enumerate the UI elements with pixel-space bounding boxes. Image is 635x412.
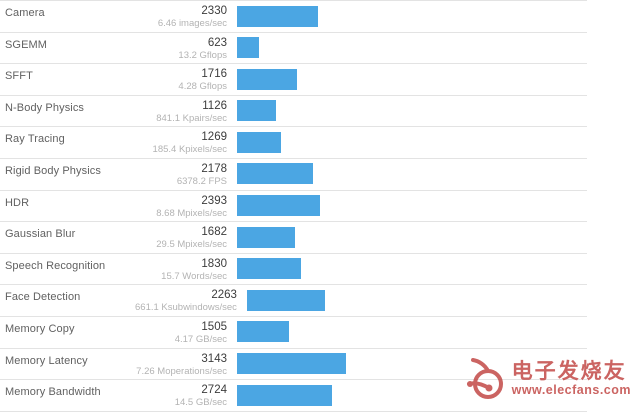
benchmark-score: 2178 [201, 162, 227, 175]
benchmark-rate: 4.28 Gflops [178, 81, 227, 93]
benchmark-value-block: 2263 661.1 Ksubwindows/sec [135, 285, 237, 316]
benchmark-row: Memory Bandwidth 2724 14.5 GB/sec [0, 380, 587, 412]
benchmark-row: Speech Recognition 1830 15.7 Words/sec [0, 253, 587, 286]
benchmark-row: Camera 2330 6.46 images/sec [0, 1, 587, 33]
benchmark-name: SFFT [5, 70, 33, 83]
score-bar [237, 163, 313, 185]
benchmark-name: Ray Tracing [5, 133, 65, 146]
benchmark-row: HDR 2393 8.68 Mpixels/sec [0, 190, 587, 223]
benchmark-name: Camera [5, 7, 45, 19]
benchmark-results-table: Camera 2330 6.46 images/sec SGEMM 623 13… [0, 0, 587, 412]
score-bar [237, 68, 297, 90]
score-bar [237, 384, 332, 406]
benchmark-rate: 185.4 Kpixels/sec [152, 144, 227, 156]
bar-track [237, 96, 587, 127]
benchmark-rate: 8.68 Mpixels/sec [156, 207, 227, 219]
benchmark-rate: 661.1 Ksubwindows/sec [135, 302, 237, 314]
benchmark-row: SGEMM 623 13.2 Gflops [0, 32, 587, 65]
benchmark-name: Speech Recognition [5, 259, 106, 272]
score-bar [237, 131, 281, 153]
benchmark-rate: 14.5 GB/sec [174, 397, 227, 409]
score-bar [237, 195, 320, 217]
benchmark-rate: 6.46 images/sec [157, 18, 227, 29]
benchmark-row: Memory Latency 3143 7.26 Moperations/sec [0, 348, 587, 381]
bar-track [237, 159, 587, 190]
benchmark-rate: 29.5 Mpixels/sec [156, 239, 227, 251]
score-bar [246, 289, 326, 311]
benchmark-rate: 6378.2 FPS [176, 175, 227, 187]
benchmark-name: HDR [5, 196, 30, 209]
score-bar [237, 321, 290, 343]
benchmark-row: N-Body Physics 1126 841.1 Kpairs/sec [0, 95, 587, 128]
benchmark-value-block: 2178 6378.2 FPS [135, 159, 227, 190]
benchmark-value-block: 1269 185.4 Kpixels/sec [135, 127, 227, 158]
score-bar [237, 353, 347, 375]
benchmark-score: 3143 [201, 352, 227, 365]
benchmark-name: N-Body Physics [5, 101, 85, 114]
bar-track [237, 127, 587, 158]
score-bar [237, 226, 296, 248]
benchmark-value-block: 2393 8.68 Mpixels/sec [135, 191, 227, 222]
benchmark-score: 1716 [201, 68, 227, 81]
bar-track [237, 317, 587, 348]
benchmark-name: Memory Latency [5, 354, 88, 367]
bar-track [237, 380, 587, 411]
benchmark-rate: 13.2 Gflops [178, 49, 227, 61]
score-bar [237, 258, 301, 280]
bar-track [237, 349, 587, 380]
bar-track [237, 254, 587, 285]
benchmark-name: Face Detection [5, 291, 81, 304]
score-bar [237, 37, 259, 59]
benchmark-score: 1269 [201, 131, 227, 144]
benchmark-score: 1682 [201, 226, 227, 239]
benchmark-value-block: 1505 4.17 GB/sec [135, 317, 227, 348]
bar-track [237, 64, 587, 95]
benchmark-value-block: 2330 6.46 images/sec [135, 1, 227, 32]
benchmark-score: 2330 [201, 5, 227, 17]
benchmark-value-block: 3143 7.26 Moperations/sec [135, 349, 227, 380]
benchmark-rate: 15.7 Words/sec [161, 270, 227, 282]
bar-track [237, 1, 587, 32]
benchmark-score: 1505 [201, 320, 227, 333]
benchmark-row: Gaussian Blur 1682 29.5 Mpixels/sec [0, 222, 587, 254]
benchmark-row: SFFT 1716 4.28 Gflops [0, 64, 587, 96]
score-bar [237, 100, 277, 122]
score-bar [237, 5, 318, 27]
bar-track [246, 285, 587, 316]
benchmark-score: 2263 [211, 289, 237, 302]
benchmark-rate: 4.17 GB/sec [174, 333, 227, 345]
benchmark-name: Rigid Body Physics [5, 164, 101, 177]
benchmark-row: Memory Copy 1505 4.17 GB/sec [0, 316, 587, 349]
benchmark-value-block: 623 13.2 Gflops [135, 33, 227, 64]
bar-track [237, 191, 587, 222]
benchmark-name: Gaussian Blur [5, 228, 76, 241]
benchmark-score: 1126 [202, 99, 227, 112]
benchmark-score: 2393 [201, 194, 227, 207]
bar-track [237, 33, 587, 64]
benchmark-row: Rigid Body Physics 2178 6378.2 FPS [0, 158, 587, 191]
benchmark-row: Face Detection 2263 661.1 Ksubwindows/se… [0, 285, 587, 317]
benchmark-value-block: 1830 15.7 Words/sec [135, 254, 227, 285]
benchmark-name: Memory Copy [5, 322, 75, 335]
benchmark-rate: 7.26 Moperations/sec [136, 365, 227, 377]
benchmark-value-block: 1716 4.28 Gflops [135, 64, 227, 95]
benchmark-row: Ray Tracing 1269 185.4 Kpixels/sec [0, 127, 587, 159]
benchmark-score: 1830 [201, 257, 227, 270]
benchmark-value-block: 1126 841.1 Kpairs/sec [135, 96, 227, 127]
benchmark-name: SGEMM [5, 38, 48, 51]
benchmark-name: Memory Bandwidth [5, 386, 101, 399]
benchmark-score: 2724 [201, 384, 227, 397]
bar-track [237, 222, 587, 253]
benchmark-rate: 841.1 Kpairs/sec [156, 112, 227, 124]
benchmark-value-block: 2724 14.5 GB/sec [135, 380, 227, 411]
benchmark-value-block: 1682 29.5 Mpixels/sec [135, 222, 227, 253]
benchmark-score: 623 [207, 36, 227, 49]
